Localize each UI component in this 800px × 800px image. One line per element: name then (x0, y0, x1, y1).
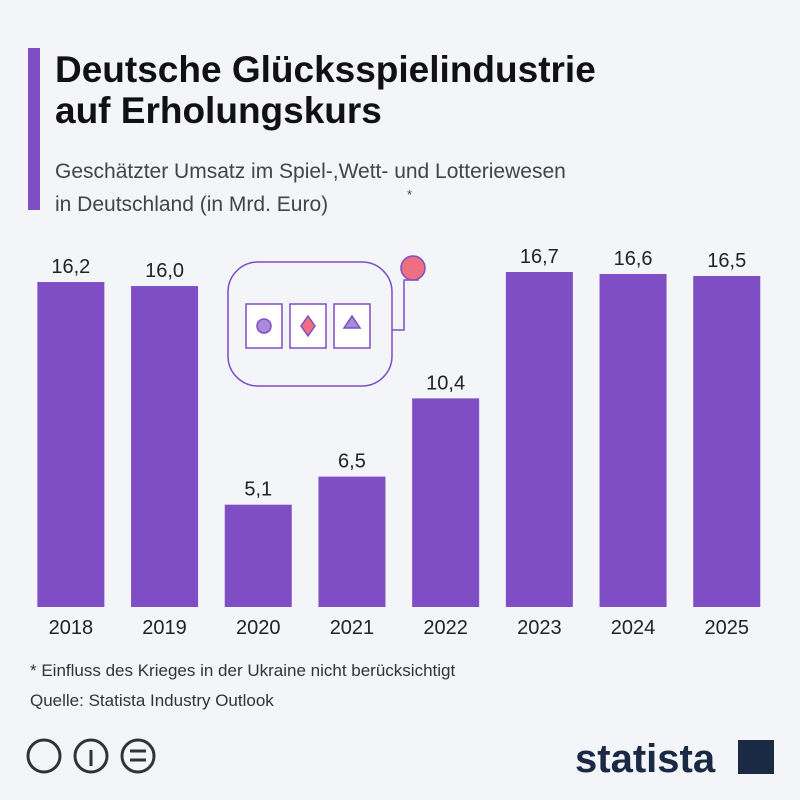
x-tick-label: 2023 (517, 617, 562, 639)
value-label: 16,0 (145, 260, 184, 282)
bar (318, 476, 386, 607)
x-tick-label: 2020 (236, 617, 281, 639)
value-label: 10,4 (426, 372, 465, 394)
subtitle: Geschätzter Umsatz im Spiel-,Wett- und L… (55, 160, 566, 183)
x-tick-label: 2019 (142, 617, 187, 639)
bar (693, 276, 761, 607)
chart-title: auf Erholungskurs (55, 90, 382, 131)
value-label: 16,7 (520, 246, 559, 268)
bar (131, 286, 199, 607)
subtitle-marker: * (407, 187, 412, 202)
x-tick-label: 2024 (611, 617, 656, 639)
bar (412, 398, 480, 607)
brand-logo: statista (575, 737, 716, 781)
bar (505, 271, 573, 607)
value-label: 5,1 (244, 479, 272, 501)
bar (37, 282, 105, 607)
bar (224, 504, 292, 607)
x-tick-label: 2021 (330, 617, 375, 639)
brand-mark (738, 740, 774, 774)
x-tick-label: 2025 (705, 617, 750, 639)
x-tick-label: 2022 (423, 617, 468, 639)
bar (599, 274, 667, 607)
license-icons (26, 738, 156, 774)
source: Quelle: Statista Industry Outlook (30, 691, 274, 710)
footnote: * Einfluss des Krieges in der Ukraine ni… (30, 661, 455, 680)
chart-title: Deutsche Glücksspielindustrie (55, 49, 596, 90)
accent-bar (28, 48, 40, 210)
value-label: 16,2 (51, 256, 90, 278)
value-label: 16,5 (707, 250, 746, 272)
x-tick-label: 2018 (49, 617, 94, 639)
value-label: 16,6 (614, 248, 653, 270)
value-label: 6,5 (338, 451, 366, 473)
subtitle: in Deutschland (in Mrd. Euro) (55, 193, 328, 216)
slot-machine-icon (227, 255, 426, 387)
